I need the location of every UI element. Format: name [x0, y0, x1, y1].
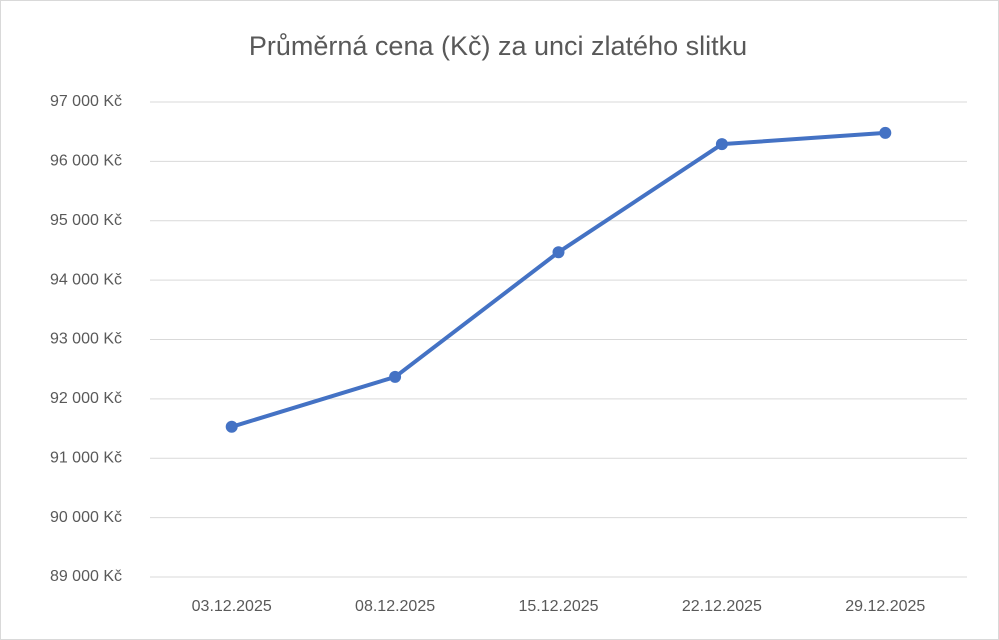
y-tick-label: 96 000 Kč: [50, 153, 122, 170]
y-tick-label: 95 000 Kč: [50, 212, 122, 229]
y-tick-label: 91 000 Kč: [50, 449, 122, 466]
x-tick-label: 08.12.2025: [355, 598, 435, 615]
data-point: [715, 138, 728, 151]
data-point: [225, 420, 238, 433]
data-point: [552, 246, 565, 259]
plot: [225, 126, 892, 433]
y-tick-label: 90 000 Kč: [50, 509, 122, 526]
y-tick-label: 92 000 Kč: [50, 390, 122, 407]
x-tick-label: 15.12.2025: [518, 598, 598, 615]
grid: 89 000 Kč 90 000 Kč 91 000 Kč 92 000 Kč 93 0…: [50, 93, 967, 615]
data-point: [879, 126, 892, 139]
data-point: [389, 370, 402, 383]
y-tick-label: 89 000 Kč: [50, 568, 122, 585]
y-tick-label: 97 000 Kč: [50, 93, 122, 110]
x-tick-label: 22.12.2025: [682, 598, 762, 615]
chart-title: Průměrná cena (Kč) za unci zlatého slitk…: [249, 31, 747, 61]
x-tick-label: 03.12.2025: [192, 598, 272, 615]
y-tick-label: 94 000 Kč: [50, 271, 122, 288]
x-tick-label: 29.12.2025: [845, 598, 925, 615]
y-tick-label: 93 000 Kč: [50, 331, 122, 348]
